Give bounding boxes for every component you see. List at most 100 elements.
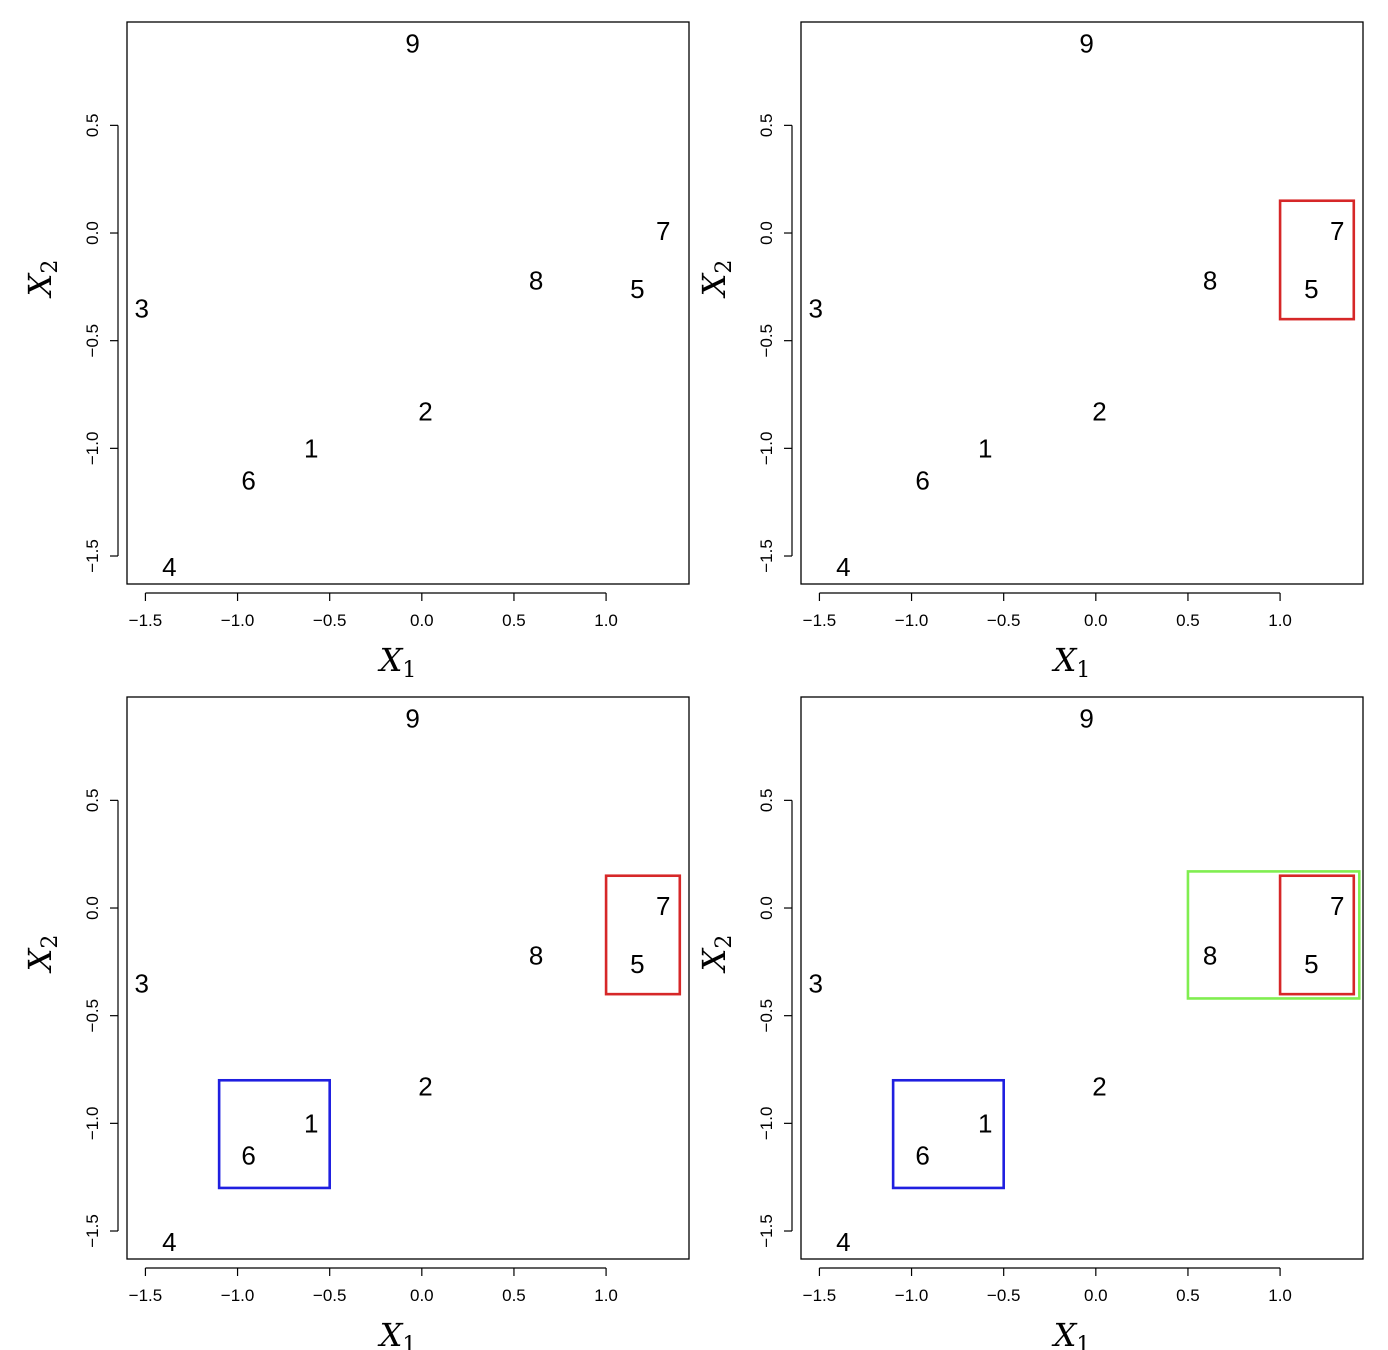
y-tick-label: −1.0	[83, 432, 102, 466]
x-tick-label: −1.5	[129, 1286, 163, 1305]
x-tick-label: 1.0	[594, 611, 618, 630]
y-axis-title: X2	[21, 260, 63, 300]
point-label-4: 4	[162, 552, 176, 582]
x-axis-title: X1	[377, 641, 417, 683]
x-tick-label: 1.0	[1268, 1286, 1292, 1305]
y-tick-label: −1.5	[757, 1214, 776, 1248]
point-label-5: 5	[630, 274, 644, 304]
point-label-7: 7	[1330, 216, 1344, 246]
y-tick-label: −0.5	[83, 999, 102, 1033]
y-tick-label: 0.5	[757, 114, 776, 138]
point-label-8: 8	[529, 265, 543, 295]
panel-top-right: −1.5 −1.0 −0.5 0.0 0.5 1.0 −1.5 −1.0 −0.5 0.0 0.5 X…	[695, 21, 1364, 683]
point-label-2: 2	[418, 1072, 432, 1102]
x-tick-label: 0.0	[1084, 611, 1108, 630]
y-tick-label: 0.0	[757, 221, 776, 245]
y-tick-label: −1.0	[757, 432, 776, 466]
point-label-9: 9	[405, 704, 419, 734]
plot-frame	[126, 696, 690, 1260]
y-tick-label: −0.5	[83, 324, 102, 358]
point-label-8: 8	[1203, 265, 1217, 295]
panel-bottom-left: −1.5 −1.0 −0.5 0.0 0.5 1.0 −1.5 −1.0 −0.5 0.0 0.5 X…	[21, 696, 690, 1350]
plot-frame	[800, 21, 1364, 585]
point-label-2: 2	[1092, 397, 1106, 427]
point-label-9: 9	[1079, 704, 1093, 734]
y-tick-label: −1.5	[83, 539, 102, 573]
y-tick-label: −1.0	[757, 1107, 776, 1141]
x-tick-label: 0.0	[410, 611, 434, 630]
x-axis-title: X1	[1051, 641, 1091, 683]
point-label-2: 2	[1092, 1072, 1106, 1102]
point-label-2: 2	[418, 397, 432, 427]
point-label-8: 8	[529, 940, 543, 970]
point-label-6: 6	[241, 466, 255, 496]
point-label-8: 8	[1203, 940, 1217, 970]
point-label-4: 4	[162, 1227, 176, 1257]
x-tick-label: 1.0	[594, 1286, 618, 1305]
point-label-9: 9	[1079, 29, 1093, 59]
x-tick-label: −0.5	[313, 1286, 347, 1305]
y-tick-label: 0.5	[83, 789, 102, 813]
y-tick-label: −1.5	[757, 539, 776, 573]
y-tick-label: −1.5	[83, 1214, 102, 1248]
x-tick-label: 0.0	[410, 1286, 434, 1305]
x-tick-label: 0.5	[1176, 611, 1200, 630]
region-rectangle	[604, 874, 682, 996]
point-label-1: 1	[978, 433, 992, 463]
point-label-4: 4	[836, 552, 850, 582]
x-tick-label: −1.5	[803, 611, 837, 630]
panel-top-left: −1.5 −1.0 −0.5 0.0 0.5 1.0 −1.5 −1.0 −0.5 0.0 0.5 X…	[21, 21, 690, 683]
x-tick-label: 0.5	[1176, 1286, 1200, 1305]
y-tick-label: 0.0	[83, 221, 102, 245]
region-rectangle	[1278, 874, 1356, 996]
y-tick-label: −0.5	[757, 999, 776, 1033]
point-label-7: 7	[656, 216, 670, 246]
x-axis-title: X1	[1051, 1316, 1091, 1350]
region-rectangle	[217, 1078, 331, 1190]
point-label-5: 5	[630, 949, 644, 979]
x-tick-label: −1.5	[803, 1286, 837, 1305]
plot-frame	[800, 696, 1364, 1260]
y-tick-label: 0.5	[83, 114, 102, 138]
point-label-7: 7	[656, 891, 670, 921]
y-tick-label: −0.5	[757, 324, 776, 358]
point-label-5: 5	[1304, 949, 1318, 979]
point-label-6: 6	[915, 466, 929, 496]
y-tick-label: 0.0	[757, 896, 776, 920]
plot-frame	[126, 21, 690, 585]
point-label-3: 3	[809, 968, 823, 998]
y-tick-label: 0.5	[757, 789, 776, 813]
point-label-7: 7	[1330, 891, 1344, 921]
y-axis-title: X2	[21, 935, 63, 975]
region-rectangle	[1186, 870, 1361, 1000]
point-label-1: 1	[304, 433, 318, 463]
point-label-6: 6	[915, 1141, 929, 1171]
y-axis-title: X2	[695, 260, 737, 300]
point-label-3: 3	[135, 293, 149, 323]
x-tick-label: −1.0	[221, 1286, 255, 1305]
x-axis-title: X1	[377, 1316, 417, 1350]
x-tick-label: 0.0	[1084, 1286, 1108, 1305]
point-label-5: 5	[1304, 274, 1318, 304]
x-tick-label: −1.0	[895, 611, 929, 630]
x-tick-label: 1.0	[1268, 611, 1292, 630]
x-tick-label: 0.5	[502, 611, 526, 630]
point-label-1: 1	[304, 1108, 318, 1138]
region-rectangle	[1278, 199, 1356, 321]
x-tick-label: −0.5	[987, 611, 1021, 630]
y-tick-label: −1.0	[83, 1107, 102, 1141]
region-rectangle	[891, 1078, 1005, 1190]
panel-bottom-right: −1.5 −1.0 −0.5 0.0 0.5 1.0 −1.5 −1.0 −0.5 0.0 0.5 X…	[695, 696, 1364, 1350]
point-label-6: 6	[241, 1141, 255, 1171]
x-tick-label: −1.0	[221, 611, 255, 630]
point-label-3: 3	[809, 293, 823, 323]
x-tick-label: 0.5	[502, 1286, 526, 1305]
x-tick-label: −0.5	[313, 611, 347, 630]
x-tick-label: −0.5	[987, 1286, 1021, 1305]
y-axis-title: X2	[695, 935, 737, 975]
point-label-9: 9	[405, 29, 419, 59]
point-label-1: 1	[978, 1108, 992, 1138]
x-tick-label: −1.0	[895, 1286, 929, 1305]
point-label-4: 4	[836, 1227, 850, 1257]
